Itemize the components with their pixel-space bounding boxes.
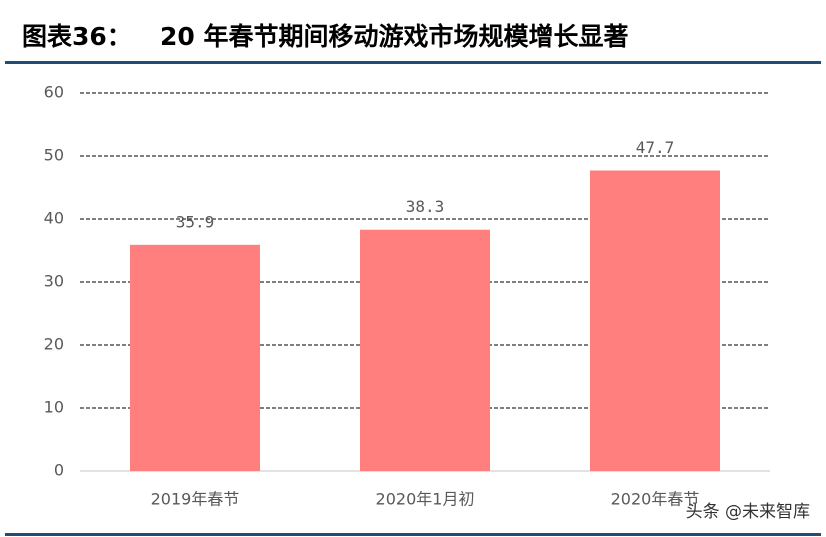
y-tick-label: 50 bbox=[44, 146, 64, 165]
y-tick-label: 60 bbox=[44, 83, 64, 102]
bottom-rule bbox=[5, 533, 821, 536]
data-label: 35.9 bbox=[176, 212, 215, 231]
bar bbox=[590, 170, 720, 472]
x-tick-label: 2019年春节 bbox=[151, 490, 240, 509]
y-tick-label: 40 bbox=[44, 209, 64, 228]
title-rule bbox=[5, 61, 821, 64]
x-tick-label: 2020年春节 bbox=[611, 490, 700, 509]
watermark: 头条 @未来智库 bbox=[686, 502, 810, 522]
y-tick-label: 30 bbox=[44, 272, 64, 291]
bar bbox=[360, 229, 490, 471]
bar bbox=[130, 244, 260, 471]
y-tick-label: 10 bbox=[44, 398, 64, 417]
y-tick-label: 20 bbox=[44, 335, 64, 354]
x-tick-label: 2020年1月初 bbox=[376, 490, 475, 509]
y-tick-label: 0 bbox=[54, 461, 64, 480]
data-label: 38.3 bbox=[406, 197, 445, 216]
chart-title: 20 年春节期间移动游戏市场规模增长显著 bbox=[160, 22, 629, 51]
data-label: 47.7 bbox=[636, 138, 675, 157]
figure-label: 图表36： bbox=[22, 22, 132, 51]
